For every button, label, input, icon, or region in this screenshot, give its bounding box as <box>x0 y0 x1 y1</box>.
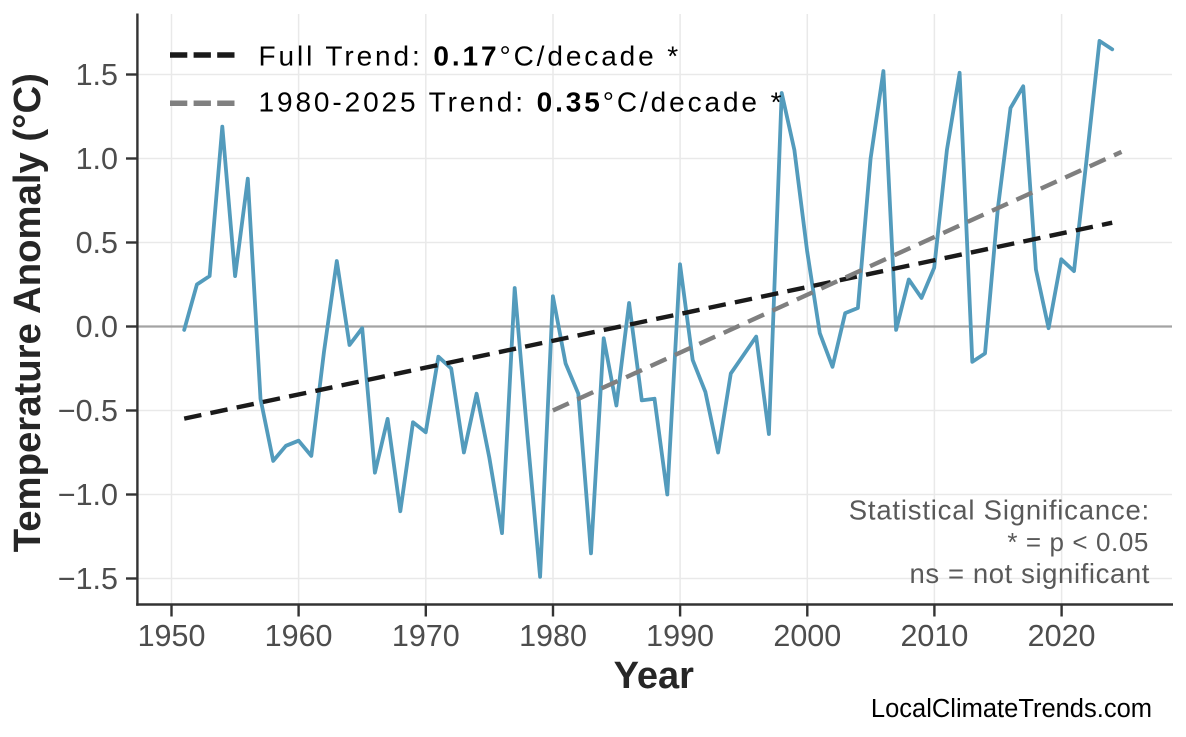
svg-text:2020: 2020 <box>1028 619 1096 653</box>
svg-text:1.5: 1.5 <box>76 58 118 92</box>
svg-text:Year: Year <box>614 655 695 697</box>
svg-text:Temperature Anomaly (°C): Temperature Anomaly (°C) <box>6 73 49 552</box>
svg-text:0.0: 0.0 <box>76 310 118 344</box>
svg-text:1950: 1950 <box>138 619 206 653</box>
svg-text:Statistical Significance:: Statistical Significance: <box>849 495 1150 526</box>
svg-text:1960: 1960 <box>265 619 333 653</box>
svg-text:2010: 2010 <box>900 619 968 653</box>
svg-text:ns = not significant: ns = not significant <box>909 558 1150 589</box>
svg-text:−1.5: −1.5 <box>58 562 118 596</box>
svg-text:2000: 2000 <box>773 619 841 653</box>
svg-text:−0.5: −0.5 <box>58 394 118 428</box>
svg-text:−1.0: −1.0 <box>58 478 118 512</box>
svg-text:1990: 1990 <box>646 619 714 653</box>
svg-text:LocalClimateTrends.com: LocalClimateTrends.com <box>871 695 1152 723</box>
svg-text:Full Trend: 0.17°C/decade *: Full Trend: 0.17°C/decade * <box>259 40 682 71</box>
svg-text:0.5: 0.5 <box>76 226 118 260</box>
svg-text:1.0: 1.0 <box>76 142 118 176</box>
svg-text:1980: 1980 <box>519 619 587 653</box>
svg-text:1980-2025 Trend: 0.35°C/decade: 1980-2025 Trend: 0.35°C/decade * <box>259 86 785 117</box>
svg-text:* = p < 0.05: * = p < 0.05 <box>1007 527 1149 557</box>
svg-text:1970: 1970 <box>392 619 460 653</box>
